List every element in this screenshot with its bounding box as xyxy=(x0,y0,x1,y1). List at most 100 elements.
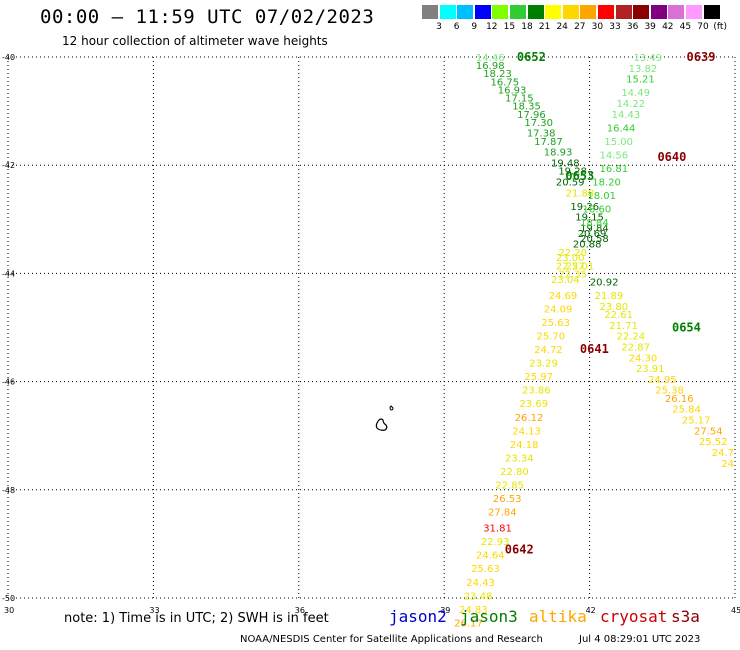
legend-swatch xyxy=(650,5,667,19)
wave-height-value: 17.38 xyxy=(527,129,556,140)
wave-height-value: 18.20 xyxy=(592,177,621,188)
lon-label: 42 xyxy=(586,606,596,615)
lat-label: -46 xyxy=(2,378,15,387)
map-title: 00:00 – 11:59 UTC 07/02/2023 xyxy=(40,6,375,28)
legend-label: 24 xyxy=(556,22,568,32)
wave-height-value: 17.30 xyxy=(524,118,553,129)
wave-height-value: 20.92 xyxy=(590,278,619,289)
wave-height-value: 26.17 xyxy=(454,618,483,629)
wave-height-value: 14.49 xyxy=(621,88,650,99)
wave-height-value: 26.53 xyxy=(493,494,522,505)
legend-swatch xyxy=(562,5,579,19)
wave-height-value: 24.72 xyxy=(534,345,563,356)
lon-label: 39 xyxy=(440,606,450,615)
legend-label: 70 xyxy=(697,22,709,32)
wave-height-value: 25.17 xyxy=(682,415,711,426)
legend-swatch xyxy=(474,5,491,19)
legend-swatch xyxy=(510,5,526,19)
wave-height-value: 24.30 xyxy=(629,353,658,364)
wave-height-value: 24.69 xyxy=(549,291,578,302)
wave-height-value: 22.24 xyxy=(616,332,645,343)
wave-height-value: 24.09 xyxy=(544,305,573,316)
satellite-label: jason3 xyxy=(460,607,518,626)
wave-height-value: 22.20 xyxy=(558,248,587,259)
wave-height-value: 22.01 xyxy=(566,261,595,272)
wave-height-value: 16.75 xyxy=(490,77,519,88)
legend-swatch xyxy=(492,5,509,19)
wave-height-value: 24.18 xyxy=(510,440,539,451)
legend-label: 39 xyxy=(644,22,656,32)
legend-label: 9 xyxy=(471,22,478,32)
wave-height-value: 18.35 xyxy=(512,102,541,113)
legend-label: 45 xyxy=(679,22,692,32)
wave-height-value: 13.82 xyxy=(629,64,658,75)
wave-height-value: 16.44 xyxy=(607,123,636,134)
legend-label: 36 xyxy=(626,22,639,32)
wave-height-value: 19.28 xyxy=(558,167,587,178)
wave-height-value: 26.16 xyxy=(665,394,694,405)
pass-id-label: 0642 xyxy=(505,542,534,556)
footer-note: note: 1) Time is in UTC; 2) SWH is in fe… xyxy=(64,611,329,626)
pass-id-label: 0641 xyxy=(580,342,609,356)
wave-height-value: 19.84 xyxy=(580,223,609,234)
lon-label: 45 xyxy=(731,606,740,615)
pass-id-label: 0653 xyxy=(565,169,594,183)
lat-label: -42 xyxy=(2,161,15,170)
wave-height-value: 31.81 xyxy=(483,524,512,535)
wave-height-value: 23.04 xyxy=(551,275,580,286)
footer-credit: NOAA/NESDIS Center for Satellite Applica… xyxy=(240,634,543,645)
wave-height-value: 24.43 xyxy=(466,578,495,589)
wave-height-value: 16.81 xyxy=(600,164,629,175)
pass-id-label: 0654 xyxy=(672,321,701,335)
pass-labels: 0652 0639 0640 0653 0654 0641 0642 xyxy=(505,50,716,556)
legend-label: 33 xyxy=(609,22,621,32)
lat-label: -44 xyxy=(2,269,15,278)
footer-timestamp: Jul 4 08:29:01 UTC 2023 xyxy=(579,634,701,645)
wave-height-value: 23.91 xyxy=(636,364,665,375)
wave-height-value: 18.23 xyxy=(483,69,512,80)
wave-height-value: 17.87 xyxy=(534,137,563,148)
wave-height-value: 22.35 xyxy=(558,269,587,280)
legend-swatch xyxy=(422,5,438,19)
wave-height-value: 15.21 xyxy=(626,75,655,86)
wave-height-value: 19.26 xyxy=(570,202,599,213)
axis-labels: -40 -42 -44 -46 -48 -50 30 33 36 39 42 45 xyxy=(2,53,740,615)
wave-height-value: 14.43 xyxy=(612,110,641,121)
wave-height-value: 26.12 xyxy=(515,413,544,424)
wave-height-value: 17.96 xyxy=(517,110,546,121)
wave-height-value: 25.63 xyxy=(541,318,570,329)
satellite-label: cryosat xyxy=(600,607,668,626)
lat-label: -50 xyxy=(2,594,15,603)
wave-height-value: 23.29 xyxy=(529,359,558,370)
wave-height-value: 20.59 xyxy=(556,177,585,188)
wave-height-value: 21.71 xyxy=(609,321,638,332)
pass-id-label: 0652 xyxy=(517,50,546,64)
lat-label: -40 xyxy=(2,53,15,62)
wave-height-value: 25.63 xyxy=(471,564,500,575)
wave-height-value: 22.80 xyxy=(500,467,529,478)
satellite-label: altika xyxy=(529,607,587,626)
pass-id-label: 0640 xyxy=(657,150,686,164)
wave-height-value: 14.46 xyxy=(476,53,505,64)
lat-label: -48 xyxy=(2,486,15,495)
wave-height-value: 18.01 xyxy=(587,191,616,202)
wave-height-value: 21.88 xyxy=(566,188,595,199)
wave-height-values: 14.4616.9818.2316.7516.9317.1518.3517.96… xyxy=(454,53,734,629)
map-subtitle: 12 hour collection of altimeter wave hei… xyxy=(62,34,328,48)
legend-label: 3 xyxy=(436,22,442,32)
legend-swatch xyxy=(703,5,720,19)
wave-height-value: 24.7 xyxy=(712,448,734,459)
wave-height-value: 20.88 xyxy=(573,240,602,251)
wave-height-value: 27.54 xyxy=(694,426,723,437)
wave-height-value: 23.48 xyxy=(464,591,493,602)
wave-height-value: 18.84 xyxy=(580,218,609,229)
wave-height-value: 24.13 xyxy=(512,426,541,437)
legend-label: 15 xyxy=(503,22,516,32)
wave-height-value: 18.60 xyxy=(583,204,612,215)
legend-swatch xyxy=(439,5,456,19)
legend-swatch xyxy=(598,5,614,19)
legend-swatch xyxy=(545,5,562,19)
legend-label: 30 xyxy=(591,22,604,32)
wave-height-value: 23.86 xyxy=(522,386,551,397)
